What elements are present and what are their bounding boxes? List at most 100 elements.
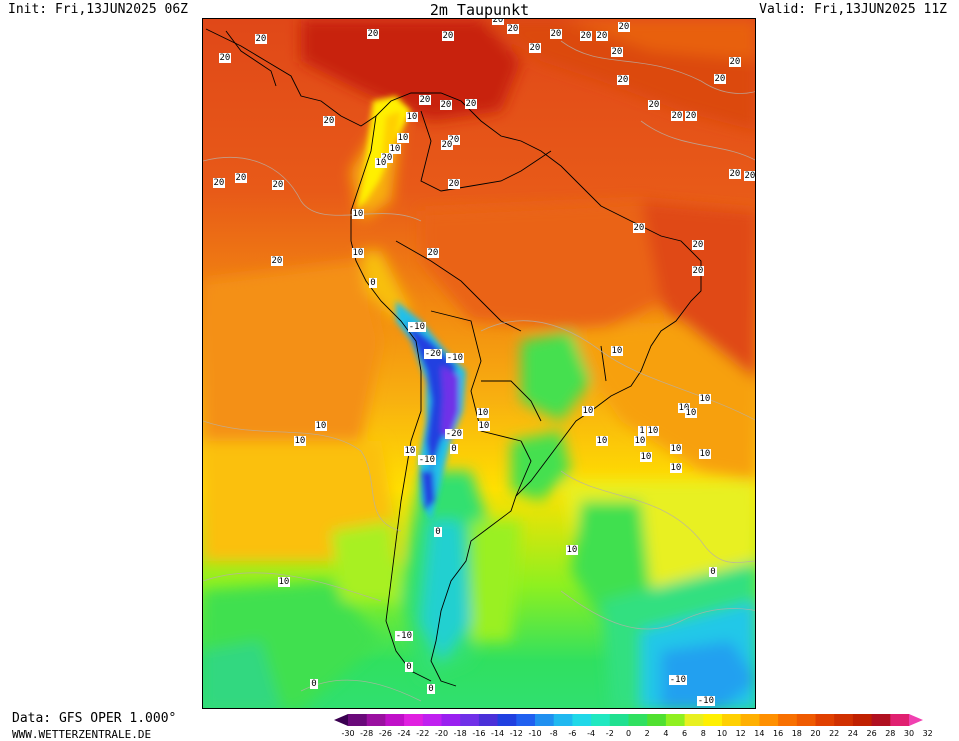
scale-tick-label: 22 [829, 729, 840, 738]
contour-label: 20 [617, 22, 631, 32]
scale-swatch [572, 714, 592, 726]
map-title: 2m Taupunkt [429, 1, 530, 19]
field-layers [203, 19, 755, 708]
scale-swatch [647, 714, 667, 726]
scale-tick-label: -14 [491, 729, 505, 738]
scale-tick-label: -12 [509, 729, 523, 738]
scale-tick-label: 4 [663, 729, 669, 738]
scale-tick-label: 32 [922, 729, 933, 738]
contour-label: 10 [476, 408, 490, 418]
scale-tick-label: 16 [773, 729, 784, 738]
contour-label: 20 [691, 240, 705, 250]
data-source-label: Data: GFS OPER 1.000° [12, 711, 177, 726]
scale-swatch [422, 714, 442, 726]
contour-label: 20 [254, 34, 268, 44]
contour-label: -10 [696, 696, 716, 706]
contour-label: -10 [417, 455, 437, 465]
contour-label: 10 [669, 463, 683, 473]
scale-tick-label: -8 [549, 729, 558, 738]
contour-label: 20 [713, 74, 727, 84]
scale-swatch [516, 714, 536, 726]
scale-swatch [497, 714, 517, 726]
contour-label: 20 [691, 266, 705, 276]
scale-swatch [609, 714, 629, 726]
contour-label: 10 [293, 436, 307, 446]
contour-label: 20 [595, 31, 609, 41]
scale-swatch [890, 714, 910, 726]
scale-swatch [460, 714, 480, 726]
scale-swatch [591, 714, 611, 726]
contour-label: 10 [351, 209, 365, 219]
contour-label: 10 [565, 545, 579, 555]
contour-label: 20 [670, 111, 684, 121]
scale-swatch [852, 714, 873, 726]
contour-label: 20 [218, 53, 232, 63]
contour-label: 20 [418, 95, 432, 105]
scale-tick-label: 12 [735, 729, 746, 738]
contour-label: 20 [440, 140, 454, 150]
scale-tick-label: 18 [791, 729, 802, 738]
scale-swatch [740, 714, 760, 726]
scale-tick-label: 14 [754, 729, 765, 738]
contour-label: 20 [632, 223, 646, 233]
scale-swatch [796, 714, 816, 726]
contour-label: -20 [423, 349, 443, 359]
contour-label: 10 [684, 408, 698, 418]
contour-label: 20 [728, 169, 742, 179]
scale-swatch [404, 714, 424, 726]
scale-tick-label: 10 [716, 729, 728, 738]
contour-label: 0 [310, 679, 318, 689]
contour-label: 20 [447, 179, 461, 189]
contour-label: 0 [450, 444, 458, 454]
scale-swatch [759, 714, 779, 726]
scale-tick-label: 24 [847, 729, 858, 738]
contour-label: 20 [441, 31, 455, 41]
contour-label: 10 [610, 346, 624, 356]
contour-label: 0 [427, 684, 435, 694]
scale-tick-label: -28 [360, 729, 374, 738]
contour-label: -10 [394, 631, 414, 641]
contour-label: 20 [491, 19, 505, 25]
scale-swatch [684, 714, 704, 726]
contour-label: 10 [477, 421, 491, 431]
contour-label: 10 [581, 406, 595, 416]
init-time-label: Init: Fri,13JUN2025 06Z [8, 2, 189, 17]
contour-label: 10 [677, 403, 691, 413]
scale-swatch [815, 714, 835, 726]
contour-label: 20 [439, 100, 453, 110]
scale-swatch [703, 714, 723, 726]
contour-label: 10 [698, 394, 712, 404]
scale-swatch [348, 714, 368, 726]
scale-swatch [665, 714, 686, 726]
map-canvas [203, 19, 755, 708]
scale-tick-label: -30 [341, 729, 355, 738]
contour-label: 20 [616, 75, 630, 85]
contour-label: 20 [271, 180, 285, 190]
scale-tick-label: 6 [682, 729, 688, 738]
contour-label: 10 [405, 112, 419, 122]
scale-swatch [778, 714, 798, 726]
contour-label: 10 [633, 436, 647, 446]
scale-tick-label: -18 [453, 729, 467, 738]
contour-label: 20 [366, 29, 380, 39]
contour-label: 20 [234, 173, 248, 183]
scale-tick-label: -16 [472, 729, 486, 738]
scale-swatch [366, 714, 386, 726]
contour-label: 20 [447, 135, 461, 145]
dewpoint-map[interactable]: 20 20 20 20 20 20 20 20 20 20 20 20 20 20 20 20 20 20 20 20… [202, 18, 756, 709]
scale-tick-label: 20 [810, 729, 821, 738]
coastlines [205, 28, 702, 687]
valid-time-label: Valid: Fri,13JUN2025 11Z [759, 2, 947, 17]
scale-swatch [834, 714, 854, 726]
contour-label: 10 [669, 444, 683, 454]
scale-swatch [722, 714, 742, 726]
scale-swatch [385, 714, 405, 726]
contour-label: 20 [464, 99, 478, 109]
contour-label: 20 [610, 47, 624, 57]
scale-tick-label: -4 [587, 729, 596, 738]
scale-tick-label: 30 [903, 729, 915, 738]
contour-label: 20 [579, 31, 593, 41]
color-scale-ticks: -30 -28 -26 -24 -22 -20 -18 -16 -14 -12 -10 -8 -6 -4-… [334, 729, 954, 741]
color-scale-bar [334, 714, 923, 726]
scale-swatch [871, 714, 891, 726]
